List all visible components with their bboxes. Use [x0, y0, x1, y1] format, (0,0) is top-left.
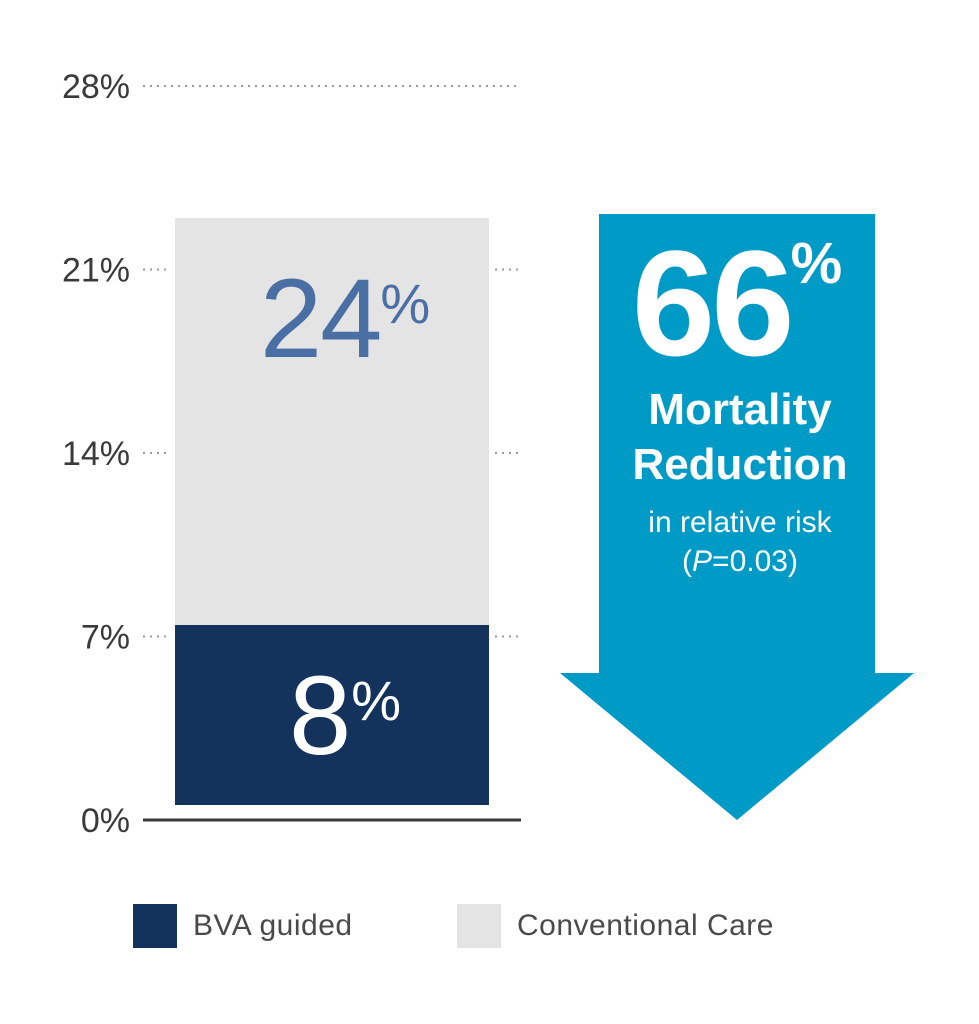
callout-number: 66: [632, 219, 791, 387]
mortality-reduction-callout: 66% Mortality Reduction in relative risk…: [560, 214, 914, 820]
data-label-bva-guided: 8%: [289, 653, 401, 778]
y-tick-label: 7%: [81, 619, 130, 657]
callout-line2: Reduction: [632, 440, 847, 489]
bars: [175, 218, 489, 805]
legend-label-bva-guided: BVA guided: [193, 909, 353, 942]
callout-value: 66%: [632, 219, 842, 387]
y-tick-label: 21%: [62, 252, 130, 290]
data-label-conventional-care: 24%: [260, 256, 430, 381]
legend-item-conventional-care: Conventional Care: [457, 904, 774, 948]
y-tick-label: 14%: [62, 435, 130, 473]
y-tick-label: 28%: [62, 68, 130, 106]
callout-unit: %: [791, 231, 843, 296]
bar-bva-guided: [175, 625, 489, 805]
down-arrow-icon: [560, 214, 914, 820]
callout-line3: in relative risk: [648, 506, 832, 539]
legend-item-bva-guided: BVA guided: [133, 904, 353, 948]
legend-swatch-conventional-care: [457, 904, 501, 948]
y-axis: 0% 7% 14% 21% 28%: [62, 68, 130, 840]
callout-line1: Mortality: [648, 385, 832, 434]
legend-label-conventional-care: Conventional Care: [517, 909, 774, 942]
legend-swatch-bva-guided: [133, 904, 177, 948]
bar-labels: 24% 8%: [260, 256, 430, 778]
callout-pvalue: (P=0.03): [682, 545, 798, 578]
y-tick-label: 0%: [81, 802, 130, 840]
gridlines: [143, 85, 521, 638]
